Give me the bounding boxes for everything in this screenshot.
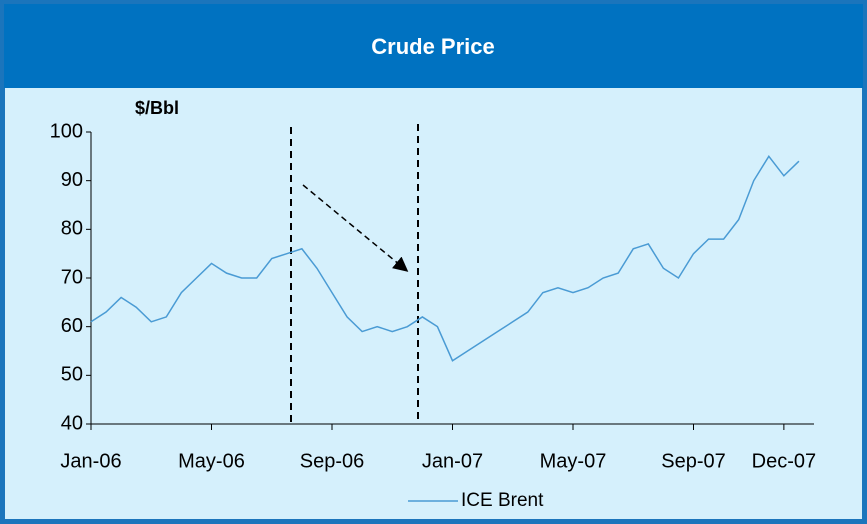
x-tick-label: Sep-07 — [661, 450, 726, 472]
title-bar — [4, 4, 863, 88]
data-line — [90, 155, 800, 362]
x-tick-label: Sep-06 — [300, 450, 365, 472]
x-tick-label: May-07 — [540, 450, 607, 472]
y-tick-label: 80 — [61, 218, 83, 240]
x-tick-label: Jan-06 — [60, 450, 121, 472]
legend-label: ICE Brent — [461, 490, 544, 511]
panel — [3, 3, 864, 521]
y-tick-label: 40 — [61, 412, 83, 434]
x-tick-label: Dec-07 — [752, 450, 816, 472]
y-tick-label: 90 — [61, 169, 83, 191]
y-tick-label: 70 — [61, 266, 83, 288]
trend-arrow — [302, 184, 409, 272]
plot: 40 50 60 70 80 90 100 Jan-06 May-06 Sep-06 Jan-07 M… — [50, 120, 816, 511]
x-tick-label: May-06 — [178, 450, 245, 472]
y-tick-label: 50 — [61, 364, 83, 386]
x-tick-label: Jan-07 — [422, 450, 483, 472]
chart-title: Crude Price — [371, 34, 495, 59]
y-tick-label: 60 — [61, 315, 83, 337]
y-tick-label: 100 — [50, 120, 83, 142]
y-axis-label: $/Bbl — [135, 98, 179, 118]
